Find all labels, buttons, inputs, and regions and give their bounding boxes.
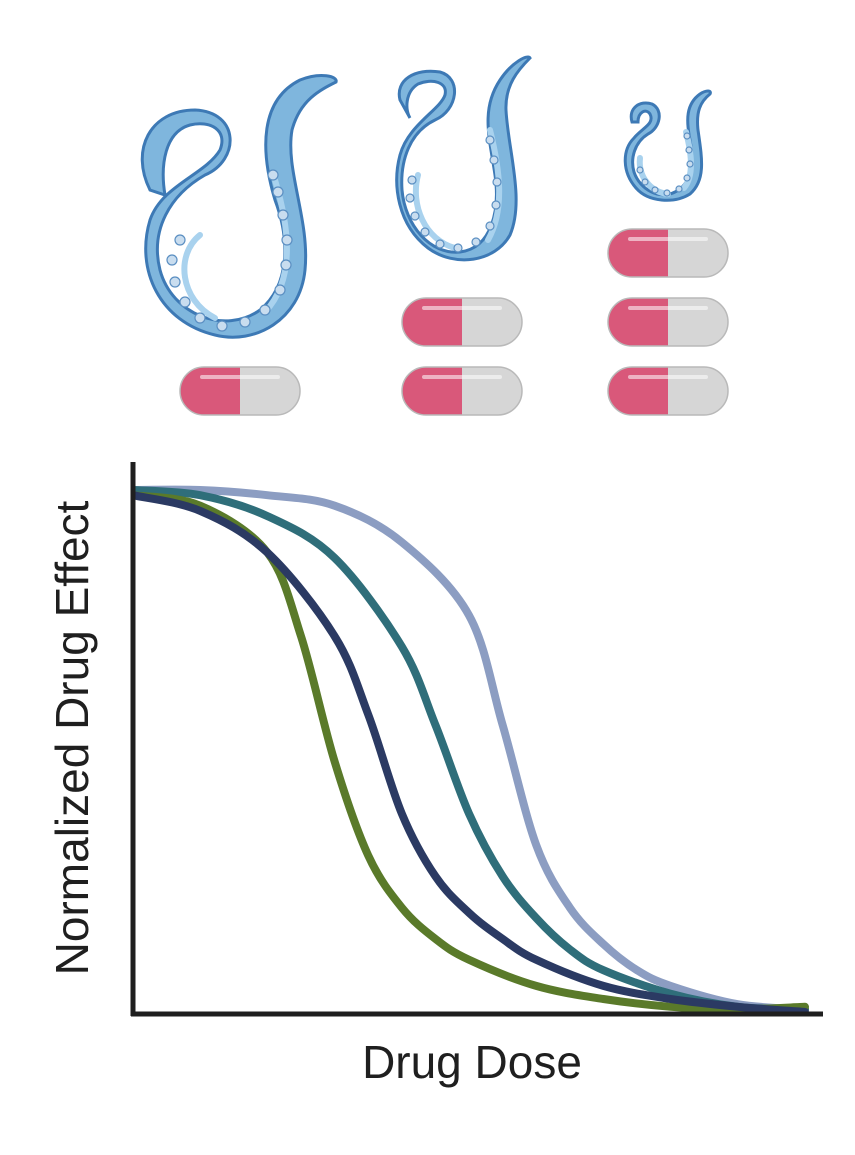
x-axis-label: Drug Dose [362, 1036, 582, 1088]
pill-icon [607, 228, 729, 278]
worm-group-small [623, 89, 712, 202]
y-axis-label: Normalized Drug Effect [46, 500, 98, 975]
pill-stacks [179, 228, 729, 416]
pill-icon [401, 297, 523, 347]
large-worm-icon [140, 74, 338, 339]
chart-series [132, 485, 809, 1016]
pill-icon [607, 366, 729, 416]
pill-icon [179, 366, 301, 416]
pill-icon [401, 366, 523, 416]
small-worm-icon [623, 89, 712, 202]
series-line-2 [132, 491, 809, 1016]
worm-group-medium [395, 55, 532, 262]
series-line-3 [132, 486, 809, 1014]
large-worm-eggs [166, 169, 293, 332]
series-line-4 [132, 485, 809, 1014]
series-line-1 [132, 491, 809, 1014]
small-worm-eggs [636, 132, 694, 197]
medium-worm-eggs [405, 135, 502, 253]
pill-icon [607, 297, 729, 347]
medium-worm-icon [395, 55, 532, 262]
worm-group-large [140, 74, 338, 339]
chart: Drug Dose Normalized Drug Effect [46, 462, 823, 1088]
